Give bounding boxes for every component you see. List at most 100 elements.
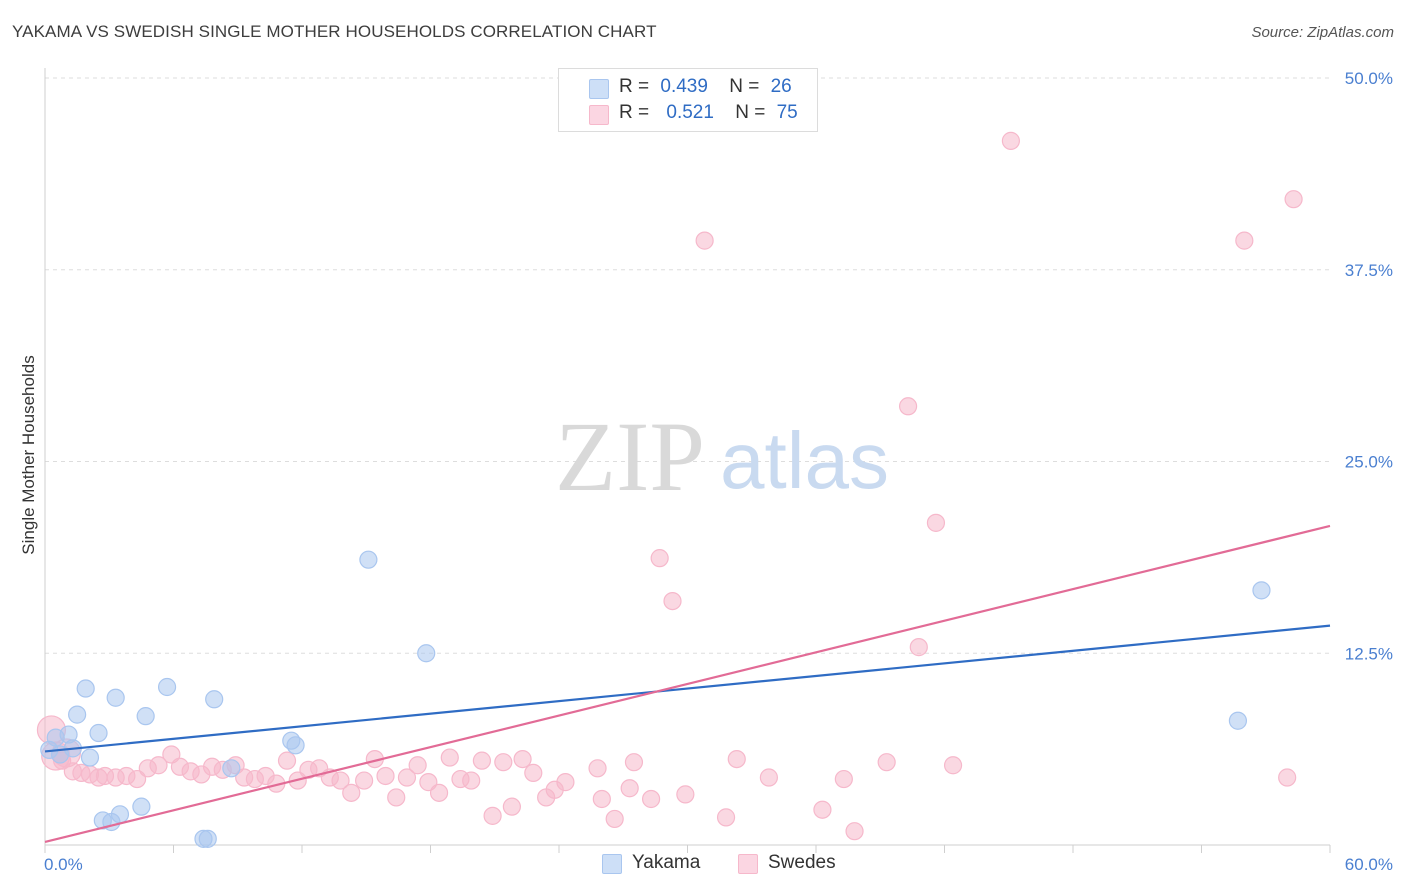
swedes-point [641, 789, 661, 809]
chart-title: YAKAMA VS SWEDISH SINGLE MOTHER HOUSEHOL… [12, 22, 657, 41]
swedes-point [556, 773, 575, 792]
watermark-atlas: atlas [720, 416, 889, 505]
legend-n-label: N = [729, 76, 760, 97]
swedes-point [909, 638, 928, 657]
swedes-point [127, 769, 147, 789]
swedes-point [588, 759, 607, 778]
swedes-point [676, 785, 695, 804]
legend-r-label: R = [619, 102, 650, 123]
swedes-point [1284, 190, 1303, 209]
swedes-point [513, 749, 532, 769]
legend-n-value: 26 [770, 76, 792, 97]
yakama-point [68, 705, 87, 724]
swedes-point [620, 779, 639, 798]
source-credit: Source: ZipAtlas.com [1251, 24, 1394, 41]
swedes-point [592, 789, 611, 809]
legend-swatch-swedes [589, 105, 609, 125]
swedes-point [355, 771, 374, 790]
axes [44, 68, 1331, 853]
swedes-point [502, 797, 521, 816]
legend-row-swedes: R = 0.521 N = 75 [619, 102, 798, 126]
swedes-point [331, 771, 350, 790]
swedes-point [462, 771, 481, 790]
swedes-point [650, 549, 669, 568]
tick-labels: 12.5% 25.0% 37.5% 50.0% 0.0% 60.0% [44, 69, 1393, 874]
swedes-point [397, 768, 417, 787]
yakama-swatch [602, 854, 622, 874]
swedes-point [342, 783, 361, 802]
swedes-point [845, 822, 864, 841]
swedes-point [429, 783, 449, 802]
swedes-point [813, 800, 832, 819]
swedes-point [440, 748, 459, 767]
swedes-point [716, 808, 736, 827]
swedes-point [483, 806, 502, 825]
legend-swatch-yakama [589, 79, 609, 99]
y-axis-label: Single Mother Households [19, 355, 38, 554]
series-legend-yakama: Yakama [602, 852, 700, 876]
swedes-point [898, 397, 918, 416]
yakama-point [205, 690, 224, 709]
swedes-point [277, 751, 297, 770]
swedes-point [524, 763, 543, 783]
swedes-point [695, 231, 714, 250]
swedes-point [759, 768, 778, 787]
swedes-point [162, 745, 181, 764]
yakama-point [1252, 581, 1271, 600]
swedes-point [472, 751, 491, 770]
y-tick-label: 25.0% [1345, 453, 1393, 472]
swedes-trend-line [44, 524, 1331, 844]
yakama-legend-label: Yakama [632, 852, 701, 873]
swedes-point [1235, 231, 1254, 250]
swedes-point [494, 753, 513, 772]
grid [45, 77, 1330, 654]
yakama-point [1228, 711, 1248, 730]
watermark-zip: ZIP [555, 401, 705, 512]
swedes-point [605, 809, 624, 829]
swedes-point [1278, 768, 1297, 787]
legend-n-label: N = [735, 102, 766, 123]
swedes-point [408, 756, 427, 775]
swedes-point [877, 753, 896, 772]
swedes-swatch [738, 854, 758, 874]
yakama-point [110, 805, 130, 824]
x-tick-label: 60.0% [1345, 855, 1393, 874]
swedes-point [624, 753, 644, 772]
yakama-point [136, 707, 155, 726]
swedes-point [376, 766, 395, 786]
legend-r-label: R = [619, 76, 650, 97]
yakama-point [106, 688, 125, 707]
legend-row-yakama: R = 0.439 N = 26 [619, 76, 792, 100]
yakama-point [157, 677, 177, 697]
swedes-point [663, 591, 682, 611]
yakama-point [222, 759, 241, 778]
x-tick-label: 0.0% [44, 855, 83, 874]
correlation-legend: R = 0.439 N = 26 R = 0.521 N = 75 [558, 68, 818, 132]
legend-r-value: 0.521 [666, 102, 714, 123]
swedes-point [387, 788, 406, 807]
yakama-point [80, 748, 100, 767]
swedes-legend-label: Swedes [768, 852, 836, 873]
y-tick-label: 50.0% [1345, 69, 1393, 88]
yakama-point [417, 644, 436, 663]
swedes-point [834, 769, 853, 789]
swedes-point [149, 756, 168, 775]
swedes-point [926, 513, 946, 532]
series-legend-swedes: Swedes [738, 852, 836, 876]
y-tick-label: 12.5% [1345, 644, 1393, 663]
legend-n-value: 75 [776, 102, 798, 123]
swedes-point [943, 756, 963, 775]
yakama-point [132, 797, 151, 816]
yakama-point [359, 550, 378, 569]
trend-lines [44, 524, 1331, 844]
y-tick-label: 37.5% [1345, 261, 1393, 280]
legend-r-value: 0.439 [660, 76, 708, 97]
watermark: ZIP atlas [555, 401, 889, 512]
yakama-point [286, 736, 305, 755]
yakama-point [76, 679, 95, 698]
swedes-point [727, 749, 746, 769]
swedes-point [419, 773, 438, 792]
yakama-point [89, 723, 108, 743]
swedes-point [1001, 131, 1020, 150]
